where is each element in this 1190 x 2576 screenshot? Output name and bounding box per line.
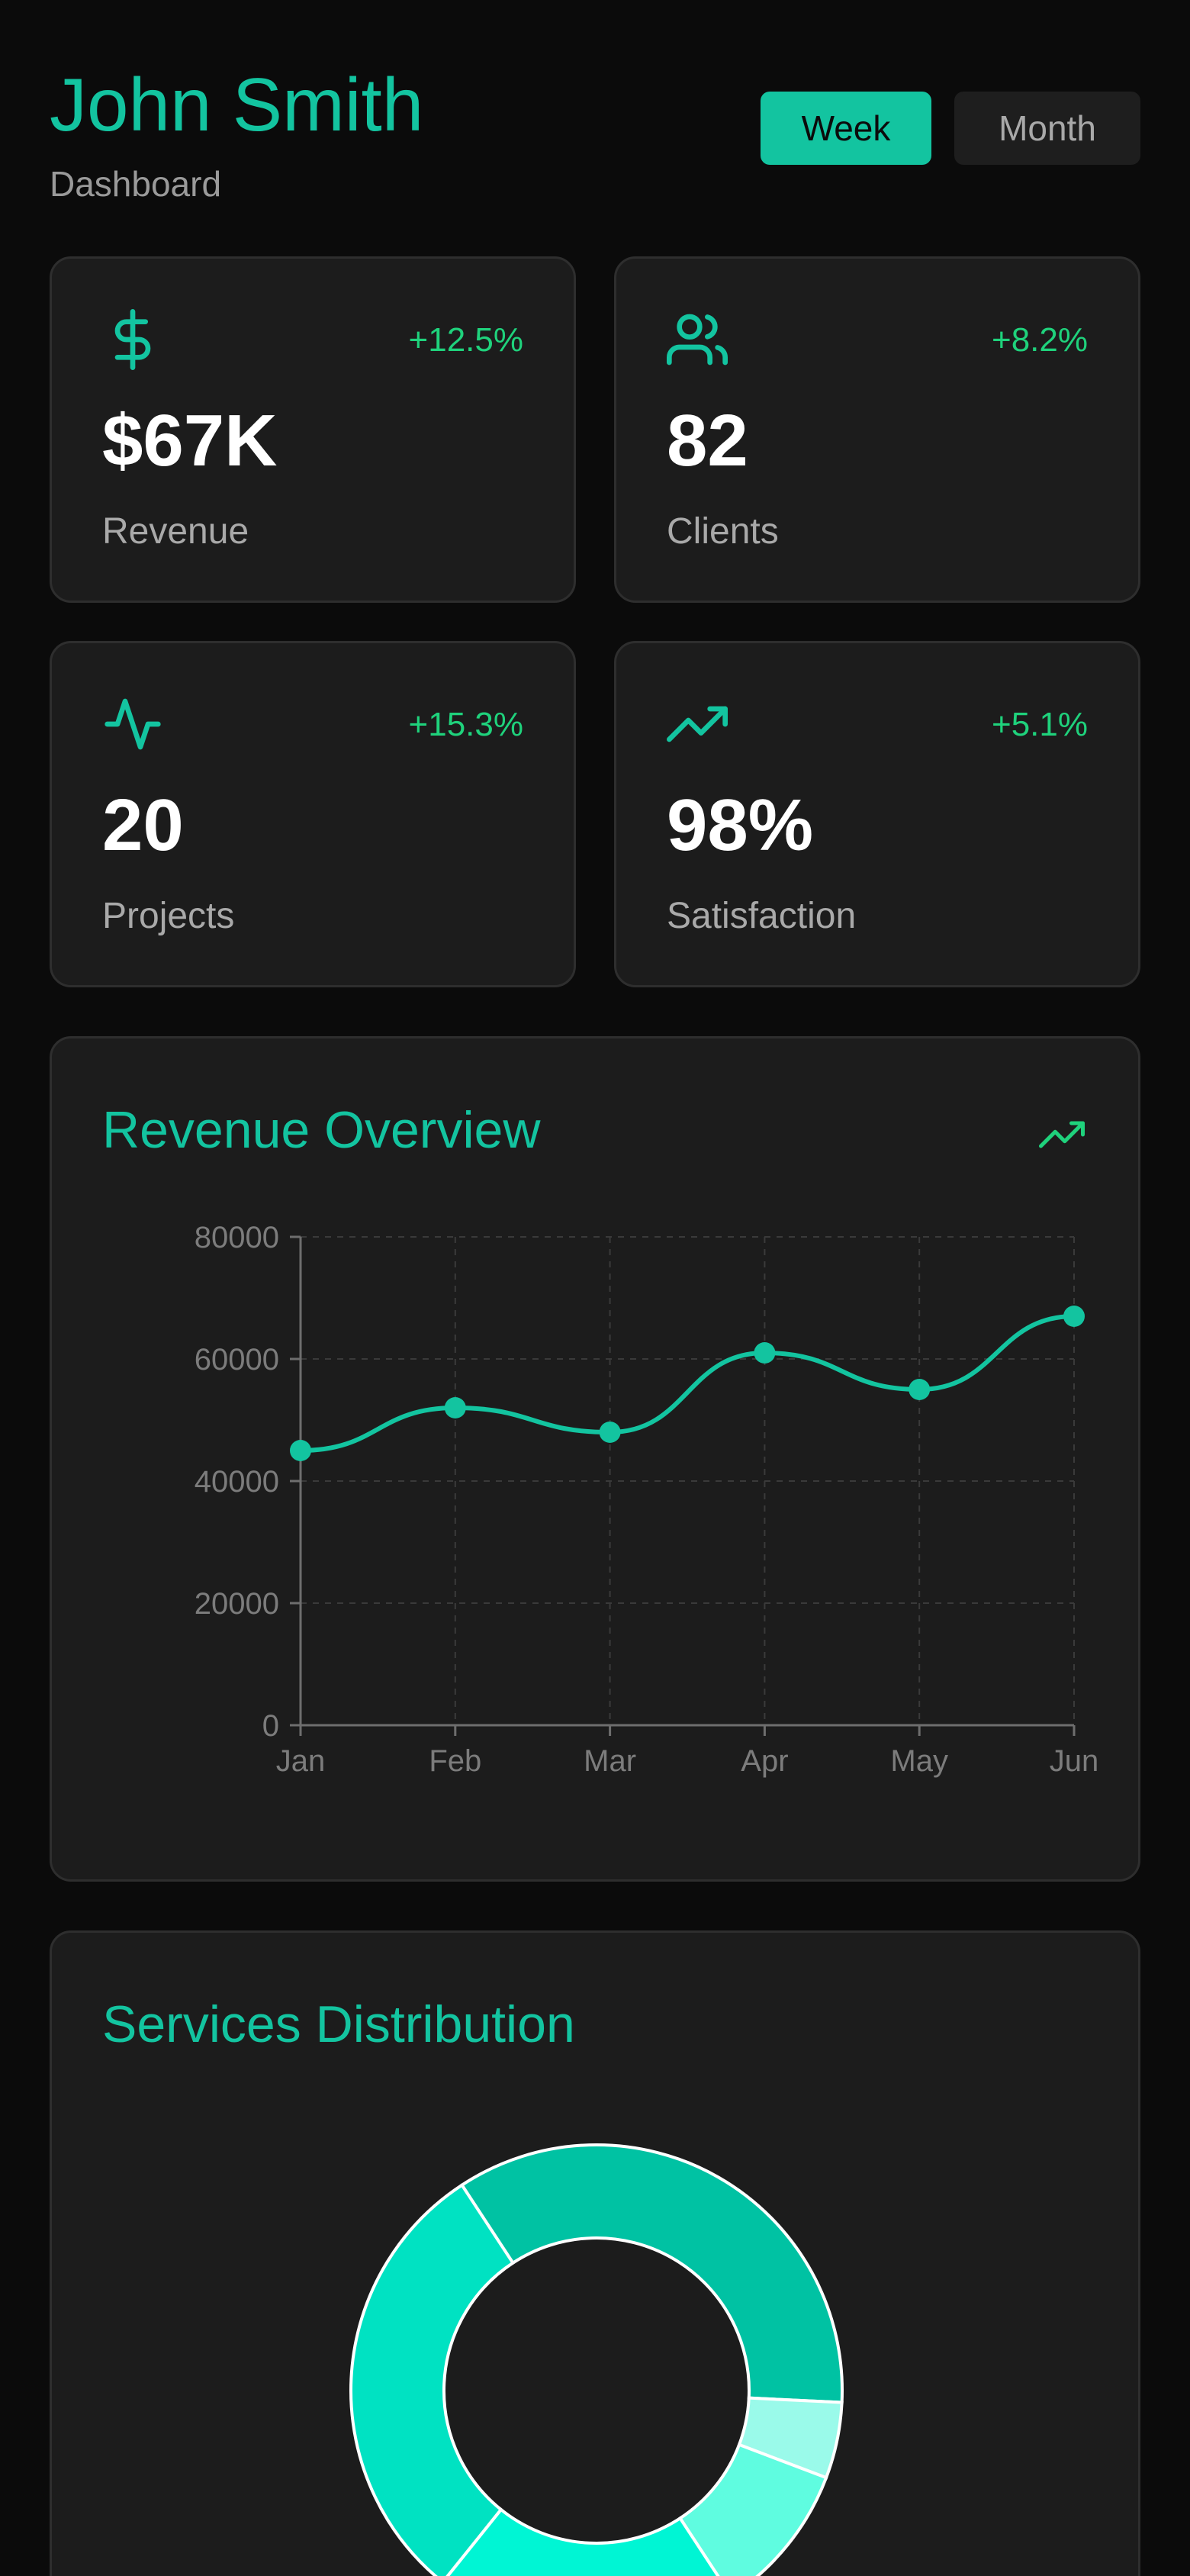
trending-up-icon [667, 706, 728, 742]
x-tick-label: May [890, 1744, 948, 1778]
stat-card-revenue[interactable]: +12.5% $67K Revenue [50, 256, 576, 603]
services-distribution-title: Services Distribution [102, 1995, 575, 2053]
x-tick-label: Apr [741, 1744, 788, 1778]
stat-change: +12.5% [408, 321, 523, 359]
dollar-icon [114, 309, 151, 370]
users-icon [667, 314, 728, 365]
revenue-line-chart: 0 20000 40000 60000 80000 Jan Feb Mar Apr May Jun [195, 1221, 1099, 1778]
stat-label: Satisfaction [667, 896, 857, 936]
donut-slice[interactable] [677, 2442, 828, 2576]
stat-change: +8.2% [992, 321, 1088, 359]
range-toggle: Week Month [761, 92, 1140, 165]
header: John Smith Dashboard Week Month [50, 61, 1140, 214]
trending-up-icon [1039, 1121, 1085, 1148]
stat-card-projects[interactable]: +15.3% 20 Projects [50, 641, 576, 987]
x-tick-label: Mar [584, 1744, 636, 1778]
week-button[interactable]: Week [761, 92, 931, 165]
revenue-data-point[interactable] [290, 1440, 311, 1461]
stat-change: +5.1% [992, 706, 1088, 743]
revenue-data-point[interactable] [1063, 1306, 1085, 1327]
stat-card-satisfaction[interactable]: +5.1% 98% Satisfaction [614, 641, 1140, 987]
y-tick-label: 20000 [195, 1587, 279, 1621]
revenue-overview-title: Revenue Overview [102, 1101, 541, 1159]
revenue-data-point[interactable] [754, 1342, 776, 1364]
stat-value: 20 [102, 784, 184, 866]
stat-label: Clients [667, 511, 779, 552]
donut-slice[interactable] [459, 2143, 844, 2404]
revenue-data-point[interactable] [909, 1379, 931, 1400]
services-donut-chart [349, 2143, 844, 2576]
month-button[interactable]: Month [954, 92, 1140, 165]
y-tick-label: 40000 [195, 1465, 279, 1499]
stat-label: Projects [102, 896, 235, 936]
stat-change: +15.3% [408, 706, 523, 743]
stats-grid: +12.5% $67K Revenue +8.2% 82 Clients +15… [50, 256, 1140, 987]
stat-label: Revenue [102, 511, 249, 552]
y-tick-label: 0 [262, 1709, 279, 1743]
stat-card-clients[interactable]: +8.2% 82 Clients [614, 256, 1140, 603]
page-subtitle: Dashboard [50, 164, 222, 204]
stat-value: $67K [102, 400, 278, 481]
x-tick-label: Feb [429, 1744, 481, 1778]
y-tick-label: 80000 [195, 1221, 279, 1254]
services-distribution-card: Services Distribution [50, 1930, 1140, 2576]
x-tick-label: Jun [1050, 1744, 1099, 1778]
x-tick-label: Jan [276, 1744, 326, 1778]
revenue-series-line [300, 1314, 1075, 1453]
donut-slice[interactable] [349, 2182, 516, 2576]
donut-slice[interactable] [442, 2507, 731, 2576]
activity-icon [105, 698, 161, 750]
stat-value: 82 [667, 400, 748, 481]
revenue-data-point[interactable] [599, 1422, 621, 1443]
user-name: John Smith [50, 63, 424, 147]
revenue-overview-card: Revenue Overview 0 20000 40000 60000 80000 Ja… [50, 1036, 1140, 1882]
revenue-data-point[interactable] [444, 1397, 466, 1418]
stat-value: 98% [667, 784, 814, 866]
y-tick-label: 60000 [195, 1343, 279, 1377]
